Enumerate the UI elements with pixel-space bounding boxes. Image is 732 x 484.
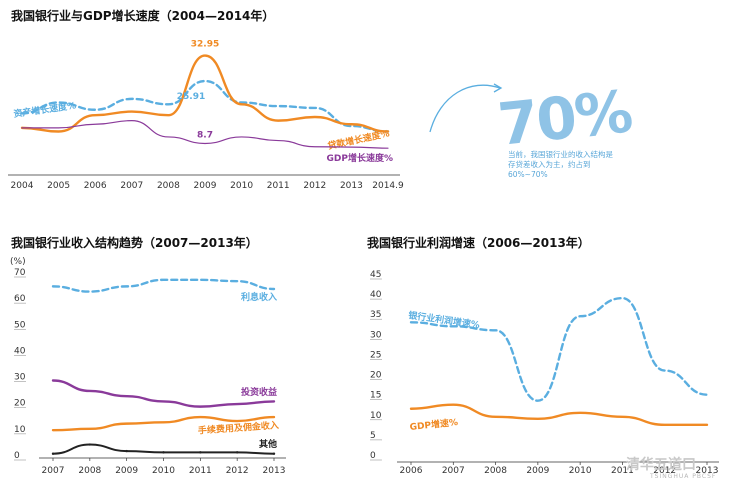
x-tick-label: 2005 bbox=[47, 181, 70, 191]
x-tick-label: 2004 bbox=[11, 181, 34, 191]
side-note-text: 当前，我国银行业的收入结构是存贷差收入为主，约占到60%~70% bbox=[508, 150, 613, 179]
series-point bbox=[125, 449, 128, 453]
series-line bbox=[51, 278, 276, 293]
x-tick-label: 2012 bbox=[653, 466, 676, 476]
y-tick-label: 70 bbox=[14, 268, 26, 278]
series-label: GDP增长速度% bbox=[327, 152, 393, 164]
y-tick-label: 25 bbox=[370, 350, 381, 360]
y-tick-label: 10 bbox=[370, 411, 382, 421]
x-tick-label: 2013 bbox=[696, 466, 719, 476]
x-tick-label: 2013 bbox=[263, 466, 286, 476]
x-tick-label: 2006 bbox=[84, 181, 107, 191]
annotation-loan-peak: 32.95 bbox=[191, 40, 219, 50]
x-tick-label: 2007 bbox=[42, 466, 65, 476]
x-tick-label: 2010 bbox=[569, 466, 592, 476]
x-tick-label: 2014.9 bbox=[372, 181, 404, 191]
series-label: 银行业利润增速% bbox=[408, 309, 481, 331]
watermark-logo: 清华五道口 bbox=[626, 457, 696, 473]
y-tick-label: 35 bbox=[370, 310, 381, 320]
x-tick-label: 2010 bbox=[230, 181, 253, 191]
series-point bbox=[272, 452, 276, 455]
y-axis-unit: (%) bbox=[10, 257, 26, 267]
x-tick-label: 2007 bbox=[120, 181, 143, 191]
x-tick-label: 2009 bbox=[526, 466, 549, 476]
y-tick-label: 45 bbox=[370, 270, 381, 280]
x-tick-label: 2008 bbox=[484, 466, 507, 476]
y-tick-label: 0 bbox=[14, 451, 20, 461]
x-tick-label: 2011 bbox=[611, 466, 634, 476]
x-tick-label: 2010 bbox=[152, 466, 175, 476]
series-line bbox=[51, 379, 276, 408]
series-point bbox=[51, 452, 55, 455]
x-tick-label: 2007 bbox=[442, 466, 465, 476]
annotation-gdp-2009: 8.7 bbox=[197, 130, 213, 140]
x-tick-label: 2009 bbox=[194, 181, 217, 191]
x-tick-label: 2011 bbox=[267, 181, 290, 191]
y-tick-label: 10 bbox=[14, 425, 26, 435]
big-percentage: 70% bbox=[494, 77, 635, 159]
y-tick-label: 30 bbox=[14, 373, 26, 383]
series-point bbox=[88, 443, 92, 446]
x-tick-label: 2009 bbox=[115, 466, 138, 476]
series-line bbox=[20, 54, 390, 133]
watermark-sub: TSINGHUA PBCSF bbox=[650, 473, 717, 480]
y-tick-label: 0 bbox=[370, 451, 376, 461]
y-tick-label: 60 bbox=[14, 294, 26, 304]
series-line bbox=[51, 415, 276, 432]
series-point bbox=[235, 451, 239, 454]
x-tick-label: 2006 bbox=[400, 466, 423, 476]
series-label: 投资收益 bbox=[241, 386, 277, 398]
y-tick-label: 40 bbox=[370, 290, 382, 300]
y-tick-label: 30 bbox=[370, 330, 382, 340]
x-tick-label: 2008 bbox=[157, 181, 180, 191]
series-label: GDP增速% bbox=[409, 416, 458, 433]
x-tick-label: 2012 bbox=[226, 466, 249, 476]
series-line bbox=[21, 120, 389, 149]
chart1-title: 我国银行业与GDP增长速度（2004—2014年） bbox=[11, 9, 275, 23]
x-tick-label: 2008 bbox=[78, 466, 101, 476]
x-tick-label: 2013 bbox=[340, 181, 363, 191]
y-tick-label: 20 bbox=[370, 371, 382, 381]
series-line bbox=[409, 403, 709, 427]
x-tick-label: 2011 bbox=[189, 466, 212, 476]
chart2-title: 我国银行业收入结构趋势（2007—2013年） bbox=[11, 236, 258, 250]
series-label: 资产增长速度% bbox=[13, 99, 77, 120]
y-tick-label: 20 bbox=[14, 399, 26, 409]
x-tick-label: 2012 bbox=[303, 181, 326, 191]
series-label: 其他 bbox=[259, 438, 277, 450]
y-tick-label: 40 bbox=[14, 346, 26, 356]
series-point bbox=[162, 451, 165, 454]
series-point bbox=[199, 451, 202, 454]
series-label: 利息收入 bbox=[240, 291, 277, 303]
series-line bbox=[20, 79, 390, 133]
chart3-title: 我国银行业利润增速（2006—2013年） bbox=[367, 236, 590, 250]
series-line bbox=[409, 296, 709, 402]
y-tick-label: 15 bbox=[370, 391, 381, 401]
y-tick-label: 50 bbox=[14, 320, 26, 330]
y-tick-label: 5 bbox=[370, 431, 376, 441]
annotation-asset-peak: 25.91 bbox=[177, 92, 205, 102]
